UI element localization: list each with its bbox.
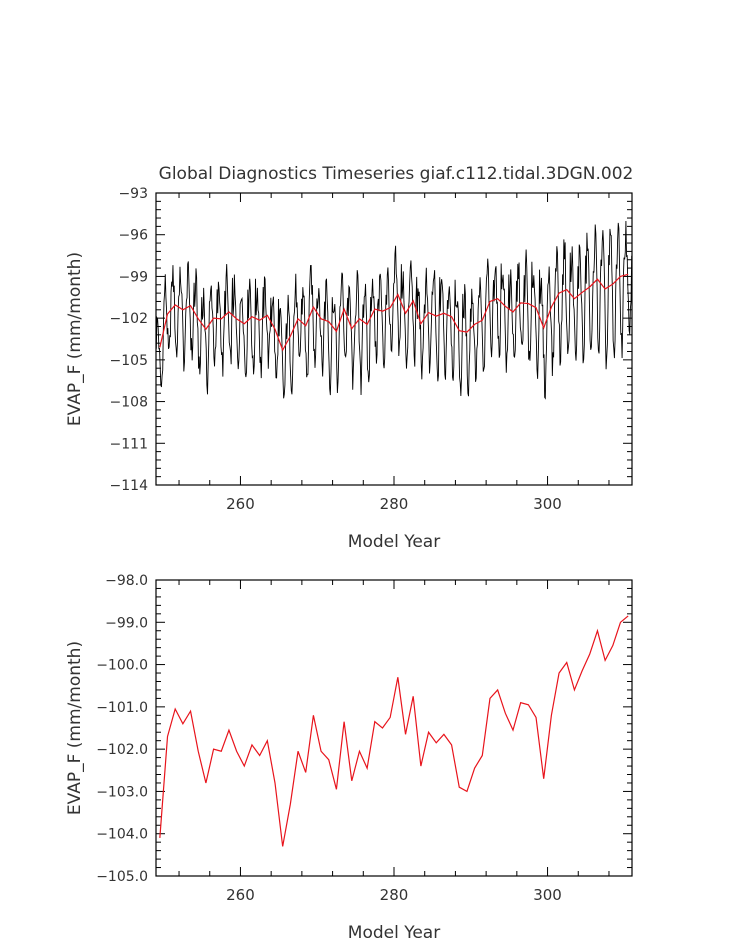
y-tick-label: −102	[110, 311, 148, 327]
y-tick-label: −105	[110, 353, 148, 369]
y-tick-label: −96	[118, 228, 148, 244]
x-tick-label: 300	[533, 886, 562, 904]
figure-title: Global Diagnostics Timeseries giaf.c112.…	[159, 164, 634, 184]
x-tick-label: 300	[533, 495, 562, 513]
y-tick-label: −104.0	[96, 827, 148, 843]
y-tick-label: −101.0	[96, 700, 148, 716]
top-chart-panel: −114 −111 −108 −105 −102 −99 −96 −93 260 280 300 Mo…	[65, 186, 633, 552]
y-tick-label: −102.0	[96, 742, 148, 758]
y-tick-label: −98.0	[105, 573, 148, 589]
annual-mean-series-line	[159, 615, 629, 847]
y-tick-label: −114	[110, 478, 149, 494]
x-tick-label: 260	[226, 495, 255, 513]
x-tick-label: 280	[380, 886, 409, 904]
annual-mean-series-line	[159, 273, 629, 352]
x-axis-label: Model Year	[348, 532, 440, 552]
monthly-series-line	[155, 221, 633, 400]
plot-frame	[155, 192, 633, 486]
y-tick-label: −105.0	[96, 869, 148, 885]
y-axis-label: EVAP_F (mm/month)	[65, 252, 85, 426]
y-tick-label: −100.0	[96, 658, 148, 674]
x-tick-label: 280	[380, 495, 409, 513]
bottom-chart-panel: −105.0 −104.0 −103.0 −102.0 −101.0 −100.0 −99.…	[65, 573, 633, 943]
y-tick-label: −99.0	[105, 615, 148, 631]
x-axis-label: Model Year	[348, 923, 440, 943]
plot-frame	[155, 579, 633, 877]
y-tick-label: −99	[118, 269, 148, 285]
y-tick-label: −108	[110, 395, 148, 411]
x-tick-label: 260	[226, 886, 255, 904]
y-tick-label: −103.0	[96, 784, 148, 800]
y-tick-label: −111	[110, 436, 148, 452]
y-tick-label: −93	[118, 186, 148, 202]
y-axis-label: EVAP_F (mm/month)	[65, 641, 85, 815]
